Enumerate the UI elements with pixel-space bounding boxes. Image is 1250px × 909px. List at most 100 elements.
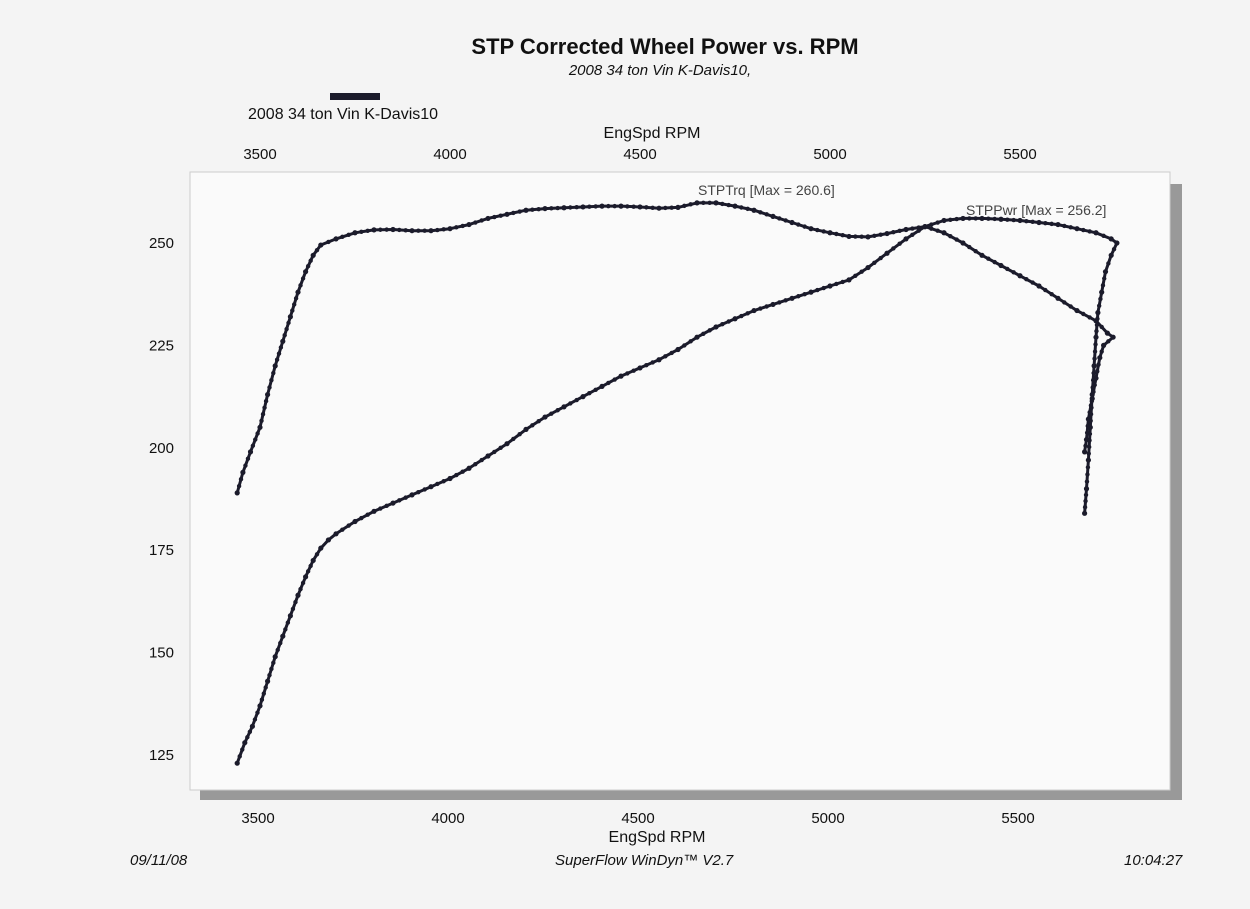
data-point-stppwr bbox=[295, 592, 301, 598]
data-point-stptrq bbox=[948, 233, 953, 239]
data-point-stppwr bbox=[574, 397, 579, 403]
data-point-stppwr bbox=[303, 574, 309, 580]
data-point-stptrq bbox=[1011, 270, 1016, 275]
data-point-stptrq bbox=[293, 296, 299, 301]
data-point-stptrq bbox=[656, 205, 662, 211]
data-point-stptrq bbox=[783, 218, 788, 223]
data-point-stppwr bbox=[929, 222, 934, 227]
data-point-stppwr bbox=[318, 545, 324, 551]
data-point-stppwr bbox=[536, 418, 541, 424]
data-point-stppwr bbox=[1101, 233, 1106, 239]
data-point-stptrq bbox=[1081, 311, 1086, 317]
data-point-stptrq bbox=[1101, 342, 1107, 348]
data-point-stppwr bbox=[269, 666, 274, 672]
data-point-stptrq bbox=[599, 203, 605, 209]
data-point-stptrq bbox=[378, 227, 383, 232]
data-point-stptrq bbox=[511, 210, 516, 216]
data-point-stptrq bbox=[713, 200, 719, 206]
data-point-stptrq bbox=[935, 228, 940, 233]
plot-shadow-right bbox=[1170, 184, 1182, 800]
data-point-stptrq bbox=[416, 228, 421, 233]
data-point-stptrq bbox=[606, 203, 611, 209]
data-point-stppwr bbox=[1087, 431, 1093, 437]
data-point-stptrq bbox=[967, 244, 972, 250]
data-point-stppwr bbox=[265, 678, 271, 684]
data-point-stptrq bbox=[568, 205, 573, 210]
data-point-stppwr bbox=[1088, 418, 1093, 423]
x-tick-label-bottom: 3500 bbox=[241, 810, 274, 827]
x-tick-label-bottom: 4000 bbox=[431, 810, 464, 827]
data-point-stppwr bbox=[637, 365, 643, 371]
data-point-stptrq bbox=[1097, 355, 1103, 361]
data-point-stptrq bbox=[846, 233, 852, 240]
data-point-stppwr bbox=[758, 306, 763, 311]
data-point-stppwr bbox=[910, 232, 915, 238]
data-point-stptrq bbox=[255, 431, 260, 436]
data-point-stptrq bbox=[1005, 266, 1010, 272]
data-point-stptrq bbox=[878, 232, 883, 237]
data-point-stppwr bbox=[701, 331, 706, 336]
data-point-stppwr bbox=[834, 281, 839, 287]
data-point-stppwr bbox=[853, 273, 858, 278]
data-point-stptrq bbox=[960, 240, 966, 246]
data-point-stppwr bbox=[859, 269, 864, 274]
data-point-stptrq bbox=[498, 213, 503, 218]
data-point-stppwr bbox=[707, 328, 712, 333]
data-point-stppwr bbox=[808, 289, 814, 295]
data-point-stppwr bbox=[1082, 510, 1088, 516]
data-point-stptrq bbox=[973, 248, 978, 254]
data-point-stptrq bbox=[292, 302, 297, 307]
data-point-stppwr bbox=[416, 489, 421, 495]
data-point-stptrq bbox=[745, 206, 750, 212]
data-point-stppwr bbox=[285, 620, 291, 625]
data-point-stppwr bbox=[986, 216, 991, 221]
data-point-stptrq bbox=[530, 207, 535, 212]
data-point-stppwr bbox=[1093, 334, 1099, 340]
annotation-layer: STPTrq [Max = 260.6] STPPwr [Max = 256.2] bbox=[698, 182, 1106, 218]
data-point-stppwr bbox=[1083, 486, 1090, 492]
data-point-stppwr bbox=[259, 697, 265, 702]
data-point-stppwr bbox=[365, 512, 370, 517]
data-point-stptrq bbox=[815, 227, 820, 233]
data-point-stptrq bbox=[834, 231, 839, 237]
data-point-stptrq bbox=[865, 234, 871, 240]
data-point-stppwr bbox=[308, 563, 313, 569]
y-tick-label: 150 bbox=[149, 645, 174, 662]
data-point-stptrq bbox=[732, 203, 738, 209]
data-point-stppwr bbox=[378, 506, 383, 511]
data-point-stptrq bbox=[1082, 449, 1088, 455]
data-point-stptrq bbox=[371, 227, 377, 233]
data-point-stptrq bbox=[650, 205, 655, 210]
data-point-stptrq bbox=[1049, 292, 1054, 297]
data-point-stptrq bbox=[694, 200, 700, 206]
data-point-stptrq bbox=[992, 259, 997, 265]
data-point-stptrq bbox=[998, 262, 1004, 269]
data-point-stptrq bbox=[278, 345, 284, 350]
data-point-stppwr bbox=[1068, 225, 1073, 230]
data-point-stppwr bbox=[1043, 221, 1048, 226]
data-point-stptrq bbox=[561, 205, 567, 211]
data-point-stppwr bbox=[878, 255, 883, 261]
data-point-stptrq bbox=[739, 205, 744, 210]
data-point-stppwr bbox=[492, 449, 497, 455]
data-point-stptrq bbox=[262, 405, 267, 410]
data-point-stptrq bbox=[267, 385, 272, 390]
footer-software: SuperFlow WinDyn™ V2.7 bbox=[555, 852, 734, 869]
data-point-stppwr bbox=[783, 298, 788, 303]
data-point-stppwr bbox=[979, 215, 985, 222]
data-point-stptrq bbox=[986, 256, 991, 261]
data-point-stptrq bbox=[941, 230, 947, 236]
data-point-stppwr bbox=[530, 423, 535, 428]
data-point-stppwr bbox=[865, 264, 871, 271]
data-point-stppwr bbox=[1089, 398, 1095, 404]
data-point-stptrq bbox=[409, 228, 415, 234]
data-point-stppwr bbox=[340, 527, 345, 532]
data-point-stptrq bbox=[269, 378, 274, 383]
data-point-stptrq bbox=[454, 225, 459, 230]
data-point-stptrq bbox=[764, 212, 769, 217]
data-point-stppwr bbox=[403, 495, 408, 500]
data-point-stptrq bbox=[314, 247, 320, 253]
data-point-stppwr bbox=[1086, 444, 1092, 450]
data-point-stppwr bbox=[542, 414, 548, 420]
data-point-stppwr bbox=[682, 343, 687, 348]
